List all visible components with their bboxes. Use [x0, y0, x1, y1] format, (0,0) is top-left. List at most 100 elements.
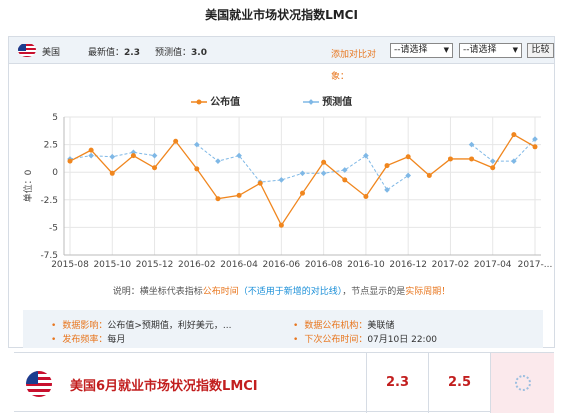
x-tick-label: 2015-10: [93, 260, 131, 270]
actual-series-line: [69, 133, 536, 227]
actual-point: [173, 138, 179, 144]
legend-actual-marker-icon: [191, 99, 207, 105]
x-tick-label: 2016-08: [305, 260, 343, 270]
forecast-value: 3.0: [191, 48, 207, 58]
forecast-point: [363, 152, 369, 159]
latest-label: 最新值：: [88, 48, 125, 58]
latest-value: 2.3: [124, 48, 140, 58]
forecast-point: [299, 170, 306, 177]
us-flag-icon: [26, 371, 52, 397]
x-tick-label: 2016-06: [263, 260, 301, 270]
actual-point: [342, 177, 348, 183]
x-tick-label: 2017-02: [432, 260, 470, 270]
compare-select-1-value: --请选择: [394, 45, 428, 55]
forecast-series-line: [196, 144, 409, 191]
actual-point: [532, 144, 538, 150]
note-blue-text: （不适用于新增的对比线）: [238, 287, 343, 297]
compare-select-1[interactable]: --请选择 ▼: [390, 43, 453, 58]
actual-point: [490, 165, 496, 171]
indicator-name[interactable]: 美国6月就业市场状况指数LMCI: [70, 379, 258, 394]
actual-point: [300, 190, 305, 196]
chart-toolbar: 美国 最新值：2.3 预测值：3.0 添加对比对象： --请选择 ▼ --请选择 ▼…: [9, 37, 554, 82]
actual-point: [426, 173, 432, 179]
x-tick-label: 2016-12: [389, 260, 427, 270]
chart-legend: 公布值 预测值: [9, 93, 554, 108]
forecast-point: [511, 158, 517, 164]
forecast-point: [151, 152, 158, 159]
forecast-series-line: [471, 138, 536, 162]
actual-point: [194, 166, 200, 172]
info-next-value: 07月10日 22:00: [367, 335, 438, 345]
chart-panel: 美国 最新值：2.3 预测值：3.0 添加对比对象： --请选择 ▼ --请选择 ▼…: [8, 36, 555, 348]
forecast-point: [532, 136, 538, 142]
y-tick-label: -2.5: [40, 196, 58, 206]
note-tail: 实际周期！: [405, 287, 451, 297]
page-title: 美国就业市场状况指数LMCI: [205, 8, 358, 22]
actual-point: [321, 159, 327, 165]
forecast-point: [193, 141, 200, 148]
loading-spinner-icon: [515, 375, 531, 391]
compare-label: 添加对比对象：: [331, 50, 377, 82]
actual-value-cell: 2.3: [366, 353, 428, 413]
compare-select-2[interactable]: --请选择 ▼: [459, 43, 522, 58]
actual-point: [236, 192, 242, 198]
forecast-point: [278, 177, 285, 183]
compare-select-2-value: --请选择: [463, 45, 497, 55]
x-tick-label: 2015-12: [136, 260, 174, 270]
actual-point: [384, 163, 390, 169]
y-tick-label: 0: [52, 168, 58, 178]
info-impact-value: 公布值>预期值，利好美元，...: [107, 321, 232, 331]
actual-point: [278, 222, 284, 228]
note-prefix: 说明：横坐标代表指标: [112, 287, 203, 297]
info-org-value: 美联储: [367, 321, 395, 331]
x-tick-label: 2016-04: [220, 260, 258, 270]
y-tick-label: 5: [52, 113, 58, 123]
country-label: 美国: [42, 48, 61, 58]
forecast-point: [384, 187, 390, 193]
indicator-row[interactable]: 美国6月就业市场状况指数LMCI 2.3 2.5: [14, 352, 554, 413]
forecast-point: [468, 141, 475, 148]
info-freq-label: 发布频率：: [62, 335, 108, 345]
dropdown-arrow-icon: ▼: [443, 46, 449, 54]
legend-item-forecast[interactable]: 预测值: [303, 93, 352, 108]
actual-point: [447, 156, 453, 162]
loading-cell: [490, 353, 554, 413]
forecast-point: [320, 170, 327, 177]
forecast-label: 预测值：: [155, 48, 192, 58]
legend-label-forecast: 预测值: [322, 97, 353, 108]
actual-point: [405, 154, 411, 160]
x-tick-label: 2016-02: [178, 260, 216, 270]
info-impact: • 数据影响：公布值>预期值，利好美元，...: [51, 321, 232, 331]
info-frequency: • 发布频率：每月: [51, 335, 126, 345]
note-highlight: 公布时间: [202, 287, 239, 297]
y-axis-label: 单位：0: [22, 169, 34, 202]
forecast-point: [88, 152, 94, 159]
legend-label-actual: 公布值: [210, 97, 241, 108]
actual-point: [215, 196, 221, 202]
info-next-label: 下次公布时间：: [304, 335, 368, 345]
actual-point: [130, 153, 136, 159]
x-tick-label: 2017-04: [474, 260, 512, 270]
y-tick-label: 2.5: [44, 141, 58, 151]
y-tick-label: -5: [49, 223, 58, 233]
forecast-point: [489, 158, 496, 164]
x-tick-label: 2017-...: [518, 260, 553, 270]
y-tick-label: -7.5: [40, 251, 58, 261]
chart-note: 说明：横坐标代表指标公布时间（不适用于新增的对比线），节点显示的是实际周期！: [9, 284, 554, 297]
info-freq-value: 每月: [107, 335, 126, 345]
actual-point: [257, 180, 263, 186]
actual-point: [469, 156, 475, 162]
dropdown-arrow-icon: ▼: [512, 46, 518, 54]
forecast-value-group: 预测值：3.0: [155, 45, 207, 58]
x-tick-label: 2016-10: [347, 260, 385, 270]
legend-item-actual[interactable]: 公布值: [191, 93, 240, 108]
note-suffix: ，节点显示的是: [342, 287, 406, 297]
actual-point: [152, 165, 158, 171]
latest-value-group: 最新值：2.3: [88, 45, 140, 58]
forecast-point: [405, 172, 412, 179]
info-org-label: 数据公布机构：: [304, 321, 368, 331]
compare-button[interactable]: 比较: [527, 43, 554, 58]
actual-point: [109, 170, 115, 176]
info-next-release: • 下次公布时间：07月10日 22:00: [293, 335, 438, 345]
x-tick-label: 2015-08: [51, 260, 89, 270]
